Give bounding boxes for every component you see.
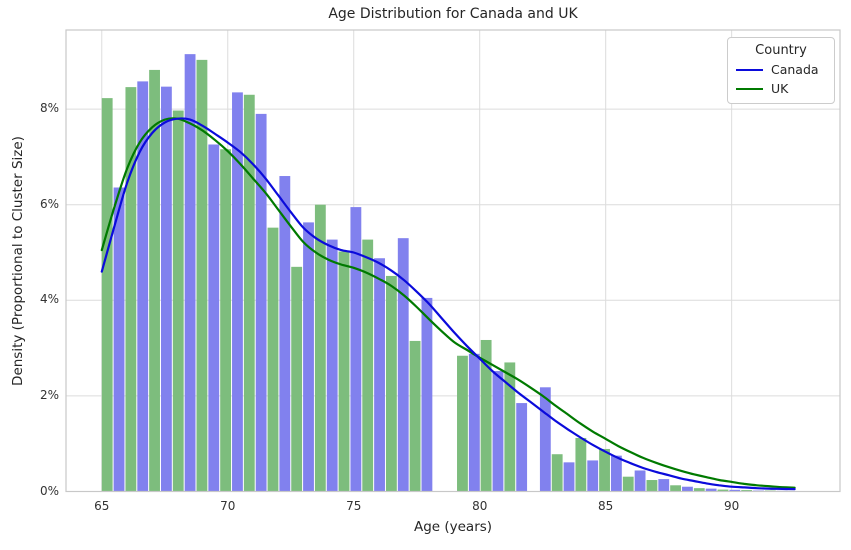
histogram-bar-uk	[670, 485, 682, 492]
histogram-bar-uk	[741, 490, 753, 492]
legend-item-canada: Canada	[736, 62, 826, 77]
histogram-bar-uk	[125, 87, 137, 492]
histogram-bar-canada	[255, 113, 267, 492]
histogram-bar-uk	[457, 355, 468, 492]
histogram-bar-canada	[539, 387, 551, 492]
histogram-bar-canada	[184, 54, 196, 492]
legend-item-label: Canada	[771, 62, 819, 77]
histogram-bar-uk	[196, 59, 208, 492]
histogram-bar-canada	[350, 207, 362, 492]
kde-curve-canada	[100, 117, 796, 491]
y-tick-label: 8%	[39, 101, 59, 116]
histogram-bar-canada	[468, 353, 480, 492]
histogram-bar-canada	[232, 92, 243, 492]
histogram-bar-canada	[397, 238, 409, 492]
histogram-bar-canada	[303, 222, 314, 492]
legend-line-swatch	[736, 87, 763, 90]
y-axis-label: Density (Proportional to Cluster Size)	[10, 136, 26, 386]
chart-title: Age Distribution for Canada and UK	[328, 6, 578, 22]
histogram-bar-uk	[338, 251, 350, 492]
histogram-bar-uk	[575, 437, 587, 492]
histogram-bar-canada	[658, 479, 670, 492]
histogram-bar-uk	[172, 110, 184, 492]
histogram-bar-canada	[516, 403, 528, 492]
legend-line-swatch	[736, 68, 763, 71]
x-axis-label: Age (years)	[413, 519, 493, 535]
y-tick-label: 0%	[39, 483, 59, 498]
histogram-bar-uk	[646, 480, 658, 492]
x-tick-label: 80	[472, 498, 488, 513]
y-tick-label: 4%	[39, 292, 59, 307]
histogram-bar-canada	[492, 371, 504, 492]
legend: Country Canada UK	[727, 37, 835, 104]
histogram-bar-uk	[480, 339, 492, 492]
histogram-bar-canada	[208, 144, 220, 492]
histogram-bar-uk	[291, 266, 303, 492]
histogram-bar-canada	[587, 460, 599, 492]
x-tick-label: 70	[220, 498, 236, 513]
histogram-bar-canada	[610, 455, 622, 492]
histogram-bar-uk	[362, 239, 374, 492]
legend-items: Canada UK	[736, 62, 826, 96]
histogram-bar-uk	[314, 204, 326, 492]
histogram-bar-canada	[729, 489, 741, 492]
x-tick-label: 75	[346, 498, 362, 513]
histogram-bar-canada	[705, 488, 717, 492]
histogram-bar-canada	[326, 239, 338, 492]
histogram-bar-canada	[137, 81, 149, 492]
histogram-bar-uk	[101, 98, 113, 492]
legend-title: Country	[755, 43, 807, 58]
histogram-bar-uk	[504, 362, 516, 492]
legend-item-uk: UK	[736, 81, 826, 96]
histogram-bar-uk	[409, 340, 421, 492]
histogram-bar-canada	[279, 176, 291, 492]
x-tick-label: 65	[94, 498, 110, 513]
x-tick-label: 90	[724, 498, 740, 513]
y-tick-label: 6%	[39, 196, 59, 211]
histogram-bar-canada	[421, 297, 433, 492]
plot-border	[65, 29, 841, 493]
histogram-bar-canada	[160, 86, 172, 492]
histogram-bar-canada	[374, 258, 385, 492]
histogram-bar-uk	[220, 149, 232, 492]
y-tick-label: 2%	[39, 387, 59, 402]
histogram-bar-uk	[599, 448, 610, 492]
histogram-bar-uk	[385, 275, 397, 492]
histogram-bar-uk	[622, 476, 634, 492]
histogram-bar-uk	[717, 489, 729, 492]
x-tick-label: 85	[598, 498, 614, 513]
legend-item-label: UK	[771, 81, 789, 96]
histogram-bar-uk	[149, 69, 160, 492]
histogram-bar-canada	[563, 462, 575, 492]
histogram-bar-canada	[634, 470, 646, 492]
histogram-bar-uk	[693, 488, 705, 492]
histogram-bar-uk	[243, 94, 255, 492]
histogram-bar-uk	[267, 227, 279, 492]
histogram-bar-uk	[551, 454, 563, 492]
kde-curve-uk	[100, 117, 796, 489]
histogram-bar-canada	[682, 486, 693, 492]
histogram-bar-canada	[113, 187, 125, 492]
